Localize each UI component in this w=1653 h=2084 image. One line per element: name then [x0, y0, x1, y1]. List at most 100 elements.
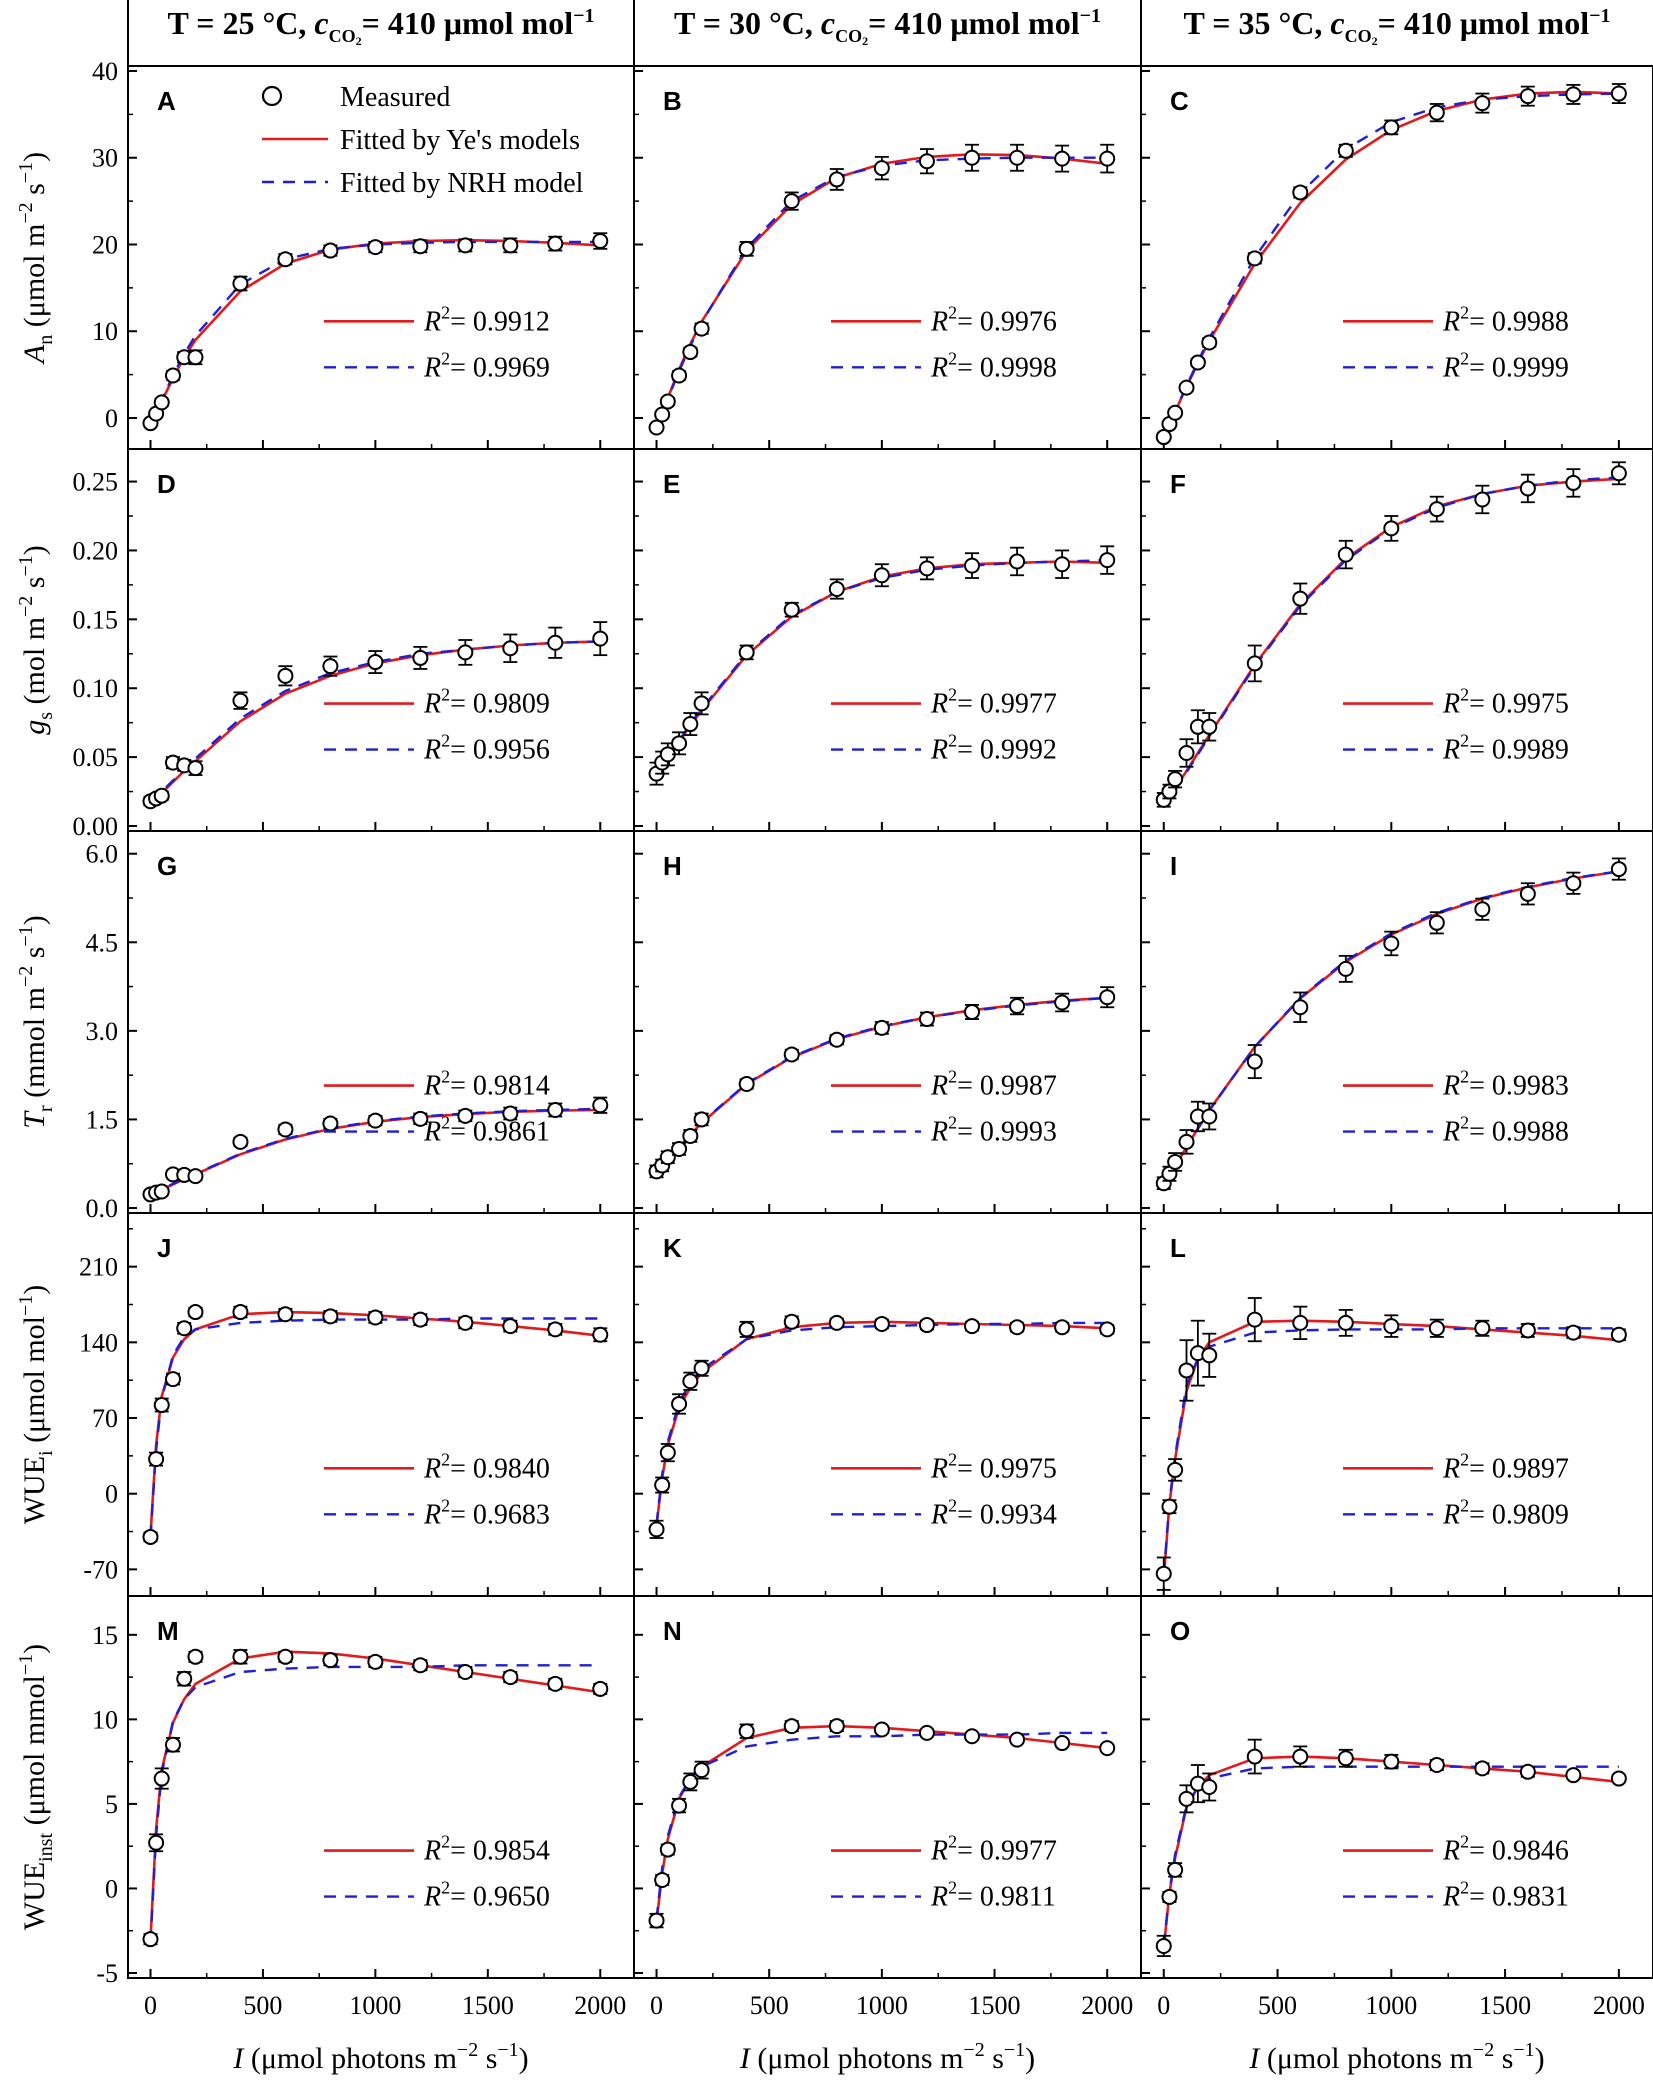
measured-point [153, 1183, 170, 1200]
measured-point [367, 1653, 384, 1670]
measured-marker [1610, 85, 1627, 102]
r2-nrh-label: R2= 0.9989 [1442, 731, 1569, 766]
header-prefix: T = 35 °C, [1184, 5, 1331, 41]
y-tick-label: 0.25 [73, 468, 119, 497]
measured-point [1292, 1305, 1309, 1340]
measured-marker [1428, 104, 1445, 121]
r2-symbol: R [930, 1499, 948, 1530]
measured-marker [1610, 1326, 1627, 1343]
measured-point [1201, 1772, 1218, 1802]
measured-point [1201, 334, 1218, 351]
measured-point [142, 1931, 159, 1948]
r2-ye-value: = 0.9814 [450, 1071, 550, 1102]
xlabel-end: ) [519, 2042, 529, 2075]
xlabel-end: ) [1535, 2042, 1545, 2075]
header-row: T = 25 °C, cCO2= 410 μmol mol−1 T = 30 °C… [127, 0, 1610, 66]
r2-symbol: R [423, 306, 441, 337]
measured-marker [1246, 1053, 1263, 1070]
measured-point [322, 655, 339, 677]
measured-marker [547, 1321, 564, 1338]
measured-point [232, 1133, 249, 1150]
y-tick-label: 0 [105, 404, 118, 433]
measured-point [502, 1105, 519, 1122]
measured-point [164, 367, 181, 384]
ylabel-sup1: −2 [15, 202, 37, 223]
panel-letter: E [663, 469, 680, 499]
ylabel-rest: (μmol m [18, 224, 51, 335]
r2-sup: 2 [948, 302, 957, 322]
r2-symbol: R [423, 1117, 441, 1148]
measured-marker [412, 1657, 429, 1674]
y-tick-label: -70 [83, 1555, 118, 1584]
measured-marker [918, 1724, 935, 1741]
measured-point [654, 1872, 671, 1888]
x-tick-label: 1500 [462, 1991, 514, 2020]
measured-point [1155, 1556, 1172, 1591]
measured-marker [1565, 86, 1582, 103]
r2-ye-value: = 0.9977 [957, 1836, 1057, 1867]
measured-point [783, 601, 800, 618]
ylabel-var: WUE [18, 1862, 51, 1930]
column-header-1: T = 25 °C, cCO2= 410 μmol mol−1 [168, 5, 595, 48]
measured-point [682, 1371, 699, 1391]
measured-marker [1178, 1362, 1195, 1379]
measured-point [1474, 1760, 1491, 1777]
measured-marker [918, 1317, 935, 1334]
measured-marker [153, 1770, 170, 1787]
measured-point [1337, 1748, 1354, 1768]
measured-marker [322, 658, 339, 675]
measured-marker [457, 1664, 474, 1681]
measured-point [1189, 709, 1206, 745]
ylabel-sup1: −2 [15, 596, 37, 617]
measured-marker [1099, 989, 1116, 1006]
r2-symbol: R [1442, 1882, 1460, 1913]
panel-frame [127, 65, 635, 450]
legend-nrh-label: Fitted by NRH model [340, 168, 584, 199]
r2-ye-label: R2= 0.9983 [1442, 1067, 1569, 1102]
r2-ye-label: R2= 0.9988 [1442, 302, 1569, 337]
measured-marker [1428, 1757, 1445, 1774]
x-tick-label: 0 [1157, 1991, 1170, 2020]
ylabel-end: ) [18, 1644, 51, 1654]
measured-point [592, 232, 609, 250]
measured-point [738, 240, 755, 257]
r2-symbol: R [423, 1499, 441, 1530]
r2-nrh-label: R2= 0.9999 [1442, 348, 1569, 383]
r2-ye-label: R2= 0.9809 [423, 685, 550, 720]
measured-marker [828, 1718, 845, 1735]
xlabel-sup1: −2 [457, 2039, 478, 2061]
measured-point [1610, 1326, 1627, 1343]
xlabel-mid: s [985, 2042, 1004, 2075]
measured-marker [187, 760, 204, 777]
measured-marker [592, 1326, 609, 1343]
measured-point [918, 556, 935, 581]
measured-point [1009, 1319, 1026, 1336]
measured-marker [682, 1127, 699, 1144]
y-tick-label: 40 [92, 57, 118, 86]
measured-marker [1009, 1731, 1026, 1748]
measured-marker [322, 242, 339, 259]
measured-point [1383, 119, 1400, 136]
measured-marker [1474, 95, 1491, 112]
measured-point [322, 1652, 339, 1669]
r2-sup: 2 [948, 348, 957, 368]
measured-point [693, 1760, 710, 1780]
measured-marker [1292, 1748, 1309, 1765]
measured-marker [918, 1011, 935, 1028]
measured-marker [738, 240, 755, 257]
measured-marker [671, 367, 688, 384]
r2-nrh-label: R2= 0.9809 [1442, 1495, 1569, 1530]
measured-point [457, 1314, 474, 1331]
measured-marker [1009, 1319, 1026, 1336]
xlabel-sup2: −1 [1513, 2039, 1534, 2061]
measured-marker [1246, 655, 1263, 672]
measured-point [671, 1393, 688, 1415]
measured-point [918, 1724, 935, 1741]
r2-ye-label: R2= 0.9975 [1442, 685, 1569, 720]
measured-point [1383, 1314, 1400, 1338]
measured-marker [502, 1318, 519, 1335]
measured-marker [547, 1101, 564, 1118]
